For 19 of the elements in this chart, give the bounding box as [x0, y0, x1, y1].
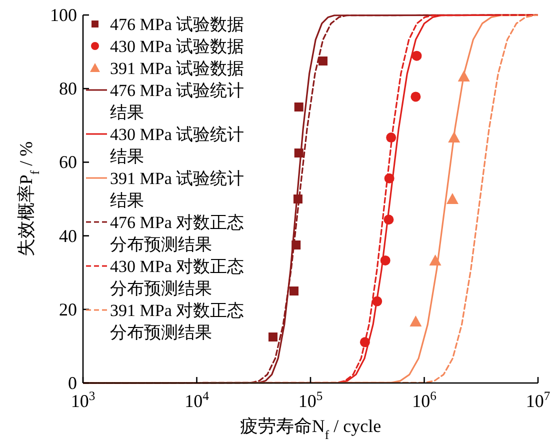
x-tick-label: 10$^{4}$	[184, 389, 210, 411]
y-tick-label: 40	[59, 226, 77, 246]
x-tick-label: 10$^{5}$	[298, 389, 323, 411]
x-axis-title: 疲劳寿命N$_{f}$ / cycle	[240, 416, 382, 441]
legend-label: 430 MPa 对数正态分布预测结果	[110, 257, 244, 298]
y-tick-label: 80	[59, 78, 77, 99]
y-tick-label: 60	[59, 152, 77, 172]
legend-label: 476 MPa 试验统计结果	[110, 81, 244, 122]
x-tick-label: 10$^{6}$	[412, 389, 436, 411]
x-tick-label: 10$^{7}$	[526, 389, 550, 411]
y-tick-label: 100	[50, 5, 77, 25]
legend-label: 476 MPa 对数正态分布预测结果	[110, 213, 244, 254]
legend-label: 430 MPa 试验统计结果	[110, 125, 244, 166]
legend-label: 430 MPa 试验数据	[110, 37, 244, 56]
legend-label: 391 MPa 试验统计结果	[110, 169, 244, 210]
legend-label: 476 MPa 试验数据	[110, 15, 244, 34]
legend-label: 391 MPa 对数正态分布预测结果	[110, 301, 244, 342]
y-tick-label: 20	[59, 299, 77, 320]
legend-label: 391 MPa 试验数据	[110, 59, 244, 78]
